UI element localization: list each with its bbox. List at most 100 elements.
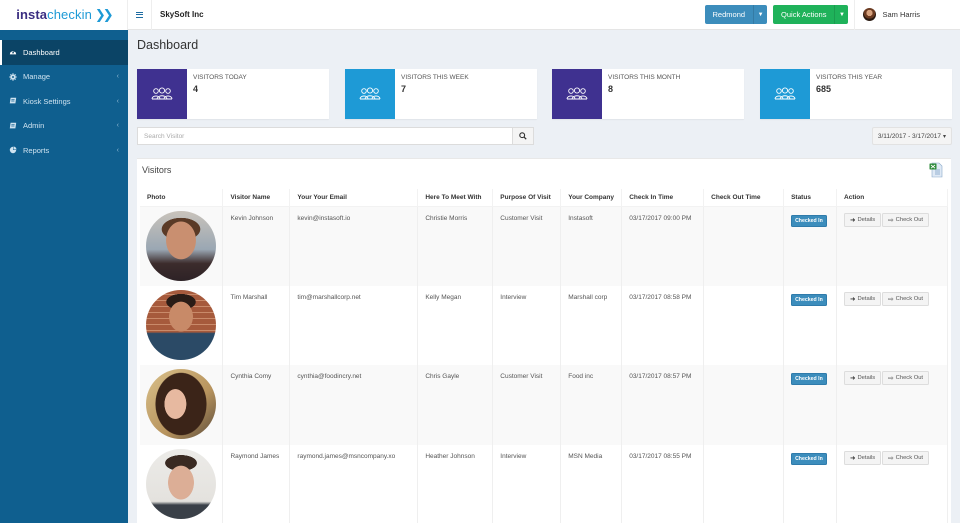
column-header[interactable]: Action: [836, 189, 948, 207]
check-out-button[interactable]: ⇨ Check Out: [882, 371, 930, 385]
visitors-table: Photo Visitor Name Your Your Email Here …: [140, 189, 948, 523]
check-out-time: [703, 365, 785, 445]
table-row: Raymond James raymond.james@msncompany.x…: [140, 444, 948, 523]
stat-label: VISITORS THIS WEEK: [401, 74, 469, 81]
status-badge: Checked In: [791, 293, 827, 306]
caret-down-icon: ▾: [942, 133, 946, 140]
date-range-label: 3/11/2017 - 3/17/2017: [877, 132, 941, 140]
arrow-right-icon: ➜: [850, 454, 856, 462]
details-button[interactable]: ➜ Details: [844, 291, 882, 306]
table-row: Tim Marshall tim@marshallcorp.net Kelly …: [140, 285, 948, 365]
status-cell: Checked In: [783, 444, 838, 523]
logo[interactable]: instacheckin ❯❯: [0, 0, 128, 30]
table-header-row: Photo Visitor Name Your Your Email Here …: [140, 189, 948, 207]
stat-value: 7: [401, 84, 407, 94]
details-label: Details: [857, 295, 876, 302]
visitors-group-icon: [760, 69, 810, 119]
status-cell: Checked In: [783, 206, 838, 286]
check-in-time: 03/17/2017 08:57 PM: [621, 365, 705, 445]
stat-label: VISITORS TODAY: [193, 74, 247, 81]
hamburger-icon: [136, 11, 143, 18]
details-button[interactable]: ➜ Details: [844, 212, 882, 227]
column-header[interactable]: Your Your Email: [289, 189, 419, 207]
company: Marshall corp: [560, 285, 623, 365]
arrow-right-icon: ➜: [850, 375, 856, 382]
sidebar-item-manage[interactable]: Manage ‹: [0, 65, 128, 90]
sidebar-item-label: Admin: [23, 121, 45, 131]
column-header[interactable]: Purpose Of Visit: [492, 189, 562, 207]
column-header[interactable]: Your Company: [560, 189, 623, 207]
date-range-picker[interactable]: 3/11/2017 - 3/17/2017 ▾: [871, 127, 952, 145]
sign-out-icon: ⇨: [888, 454, 894, 462]
column-header[interactable]: Check Out Time: [703, 189, 785, 207]
visitor-name: Tim Marshall: [222, 285, 291, 365]
column-header[interactable]: Status: [783, 189, 838, 207]
details-label: Details: [857, 375, 876, 381]
stat-label: VISITORS THIS YEAR: [816, 74, 883, 81]
check-out-label: Check Out: [895, 295, 924, 302]
meet-with: Kelly Megan: [417, 285, 494, 365]
dashboard-icon: [9, 50, 17, 55]
kiosk-icon: [9, 98, 17, 104]
stat-value: 685: [816, 84, 832, 94]
column-header[interactable]: Visitor Name: [222, 189, 291, 207]
sidebar-item-label: Dashboard: [23, 47, 60, 57]
check-out-button[interactable]: ⇨ Check Out: [882, 291, 930, 306]
caret-down-icon[interactable]: ▼: [834, 5, 849, 24]
visitors-group-icon: [552, 69, 602, 119]
logo-text-insta: insta: [16, 7, 48, 22]
column-header[interactable]: Here To Meet With: [417, 189, 494, 207]
caret-down-icon[interactable]: ▼: [753, 5, 768, 24]
check-out-label: Check Out: [895, 454, 924, 461]
sidebar-item-admin[interactable]: Admin ‹: [0, 114, 128, 139]
quick-actions-dropdown[interactable]: Quick Actions ▼: [773, 5, 849, 24]
arrow-right-icon: ➜: [850, 216, 856, 224]
double-chevron-icon: ❯❯: [94, 7, 114, 22]
visitor-photo-cell: [140, 444, 224, 523]
details-label: Details: [857, 454, 876, 461]
chevron-left-icon: ‹: [116, 122, 119, 130]
meet-with: Heather Johnson: [417, 444, 494, 523]
excel-export-icon[interactable]: [929, 162, 943, 178]
stat-visitors-this-week: VISITORS THIS WEEK 7: [345, 69, 537, 119]
visitor-email: raymond.james@msncompany.xo: [289, 444, 419, 523]
avatar: [863, 8, 877, 21]
visitor-email: tim@marshallcorp.net: [289, 285, 419, 365]
column-header[interactable]: Check In Time: [621, 189, 705, 207]
check-out-button[interactable]: ⇨ Check Out: [882, 450, 930, 465]
sidebar-item-label: Kiosk Settings: [23, 96, 71, 106]
sidebar-item-kiosk-settings[interactable]: Kiosk Settings ‹: [0, 89, 128, 114]
sign-out-icon: ⇨: [888, 375, 894, 382]
location-button[interactable]: Redmond: [704, 5, 754, 24]
details-button[interactable]: ➜ Details: [844, 371, 882, 385]
status-badge: Checked In: [791, 373, 827, 385]
user-name: Sam Harris: [882, 10, 920, 19]
check-out-button[interactable]: ⇨ Check Out: [882, 212, 930, 227]
status-cell: Checked In: [783, 285, 838, 365]
check-out-time: [703, 444, 785, 523]
visitor-photo: [146, 448, 216, 519]
location-dropdown[interactable]: Redmond ▼: [704, 5, 768, 24]
status-badge: Checked In: [791, 214, 827, 227]
sign-out-icon: ⇨: [888, 295, 894, 303]
column-header[interactable]: Photo: [140, 189, 224, 207]
search-input[interactable]: [137, 127, 512, 145]
visitor-photo: [146, 289, 216, 360]
visitor-photo-cell: [140, 285, 224, 365]
sidebar-item-reports[interactable]: Reports ‹: [0, 138, 128, 163]
quick-actions-button[interactable]: Quick Actions: [773, 5, 835, 24]
status-badge: Checked In: [791, 452, 827, 465]
sidebar-item-dashboard[interactable]: Dashboard: [0, 40, 128, 65]
sidebar-toggle-button[interactable]: [128, 0, 152, 30]
search-button[interactable]: [512, 127, 534, 145]
check-in-time: 03/17/2017 08:58 PM: [621, 285, 705, 365]
user-menu[interactable]: Sam Harris: [854, 0, 960, 30]
check-out-label: Check Out: [895, 375, 924, 381]
details-button[interactable]: ➜ Details: [844, 450, 882, 465]
visitor-name: Raymond James: [222, 444, 291, 523]
visitor-photo-cell: [140, 206, 224, 286]
stat-label: VISITORS THIS MONTH: [608, 74, 681, 81]
pie-chart-icon: [9, 146, 17, 154]
visitor-photo: [146, 369, 216, 439]
panel-title: Visitors: [142, 165, 172, 175]
